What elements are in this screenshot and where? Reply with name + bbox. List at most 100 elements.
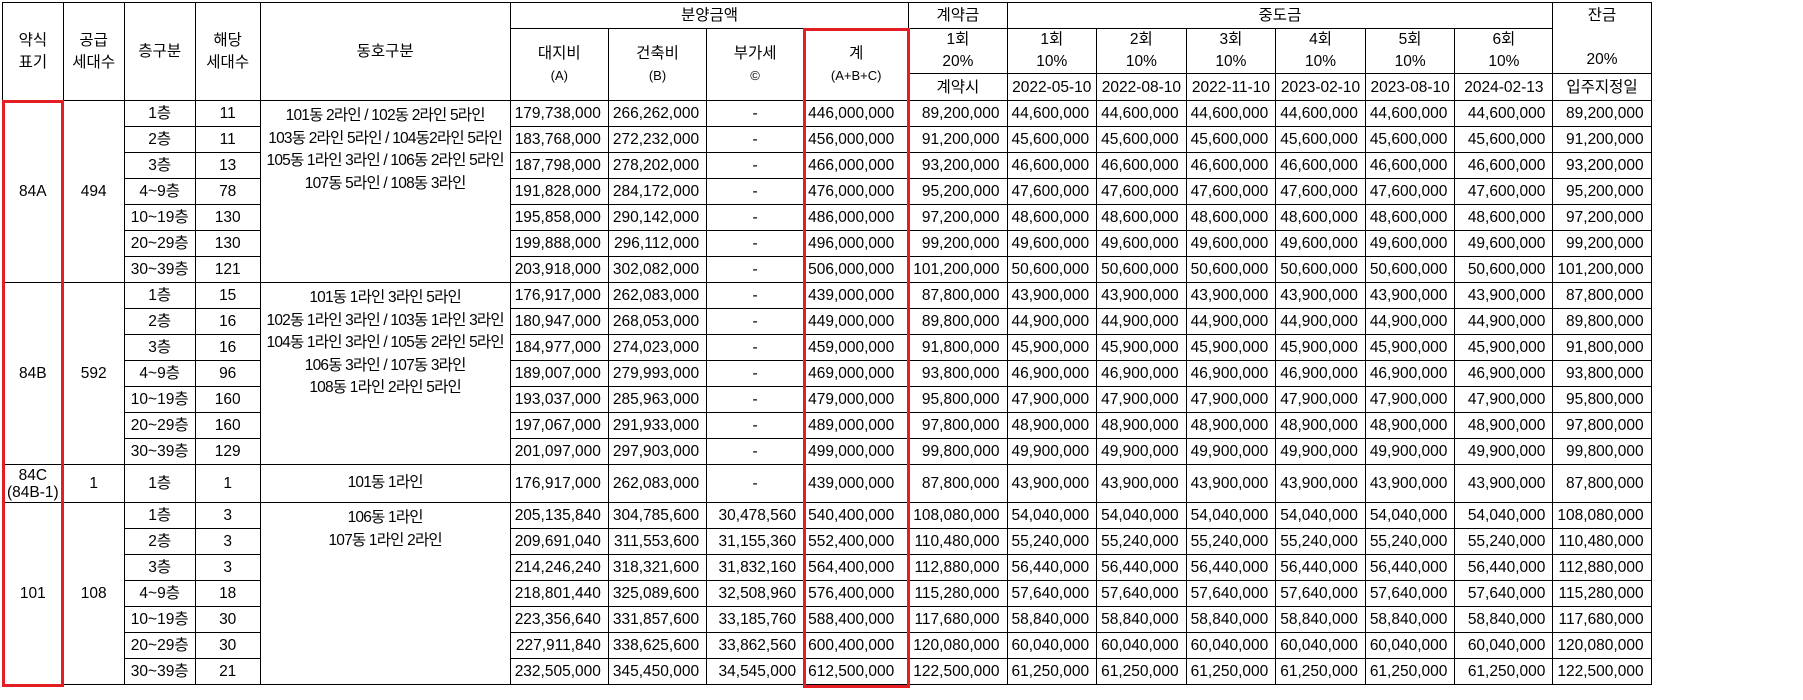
build-price: 272,232,000 bbox=[607, 126, 708, 153]
land-price: 195,858,000 bbox=[509, 204, 609, 231]
mid-payment-2: 45,900,000 bbox=[1096, 334, 1187, 361]
total-price: 466,000,000 bbox=[803, 152, 910, 179]
contract-payment: 112,880,000 bbox=[908, 554, 1008, 581]
unit-count: 130 bbox=[194, 230, 261, 257]
balance-payment: 95,200,000 bbox=[1552, 178, 1652, 205]
table-row: 10~19층 160 193,037,000 285,963,000-479,000,… bbox=[3, 386, 1652, 413]
land-price: 197,067,000 bbox=[509, 412, 609, 439]
balance-payment: 97,200,000 bbox=[1552, 204, 1652, 231]
contract-payment: 95,800,000 bbox=[908, 386, 1008, 413]
unit-count: 96 bbox=[194, 360, 261, 387]
mid-payment-4: 47,600,000 bbox=[1275, 178, 1366, 205]
header-balance: 잔금 20% bbox=[1552, 2, 1652, 74]
header-mid-group: 중도금 bbox=[1006, 2, 1554, 29]
land-price: 189,007,000 bbox=[509, 360, 609, 387]
mid-payment-3: 46,900,000 bbox=[1185, 360, 1277, 387]
unit-type-label: 84A bbox=[19, 183, 47, 200]
total-price: 476,000,000 bbox=[803, 178, 910, 205]
balance-payment: 87,800,000 bbox=[1552, 282, 1652, 309]
mid-payment-6: 56,440,000 bbox=[1454, 554, 1554, 581]
floor-range: 20~29층 bbox=[123, 412, 196, 439]
build-price: 279,993,000 bbox=[607, 360, 708, 387]
mid-payment-1: 60,040,000 bbox=[1006, 632, 1098, 659]
header-units: 해당 세대수 bbox=[194, 2, 261, 101]
mid-payment-5: 46,900,000 bbox=[1364, 360, 1456, 387]
mid-payment-3: 48,600,000 bbox=[1185, 204, 1277, 231]
mid-payment-5: 45,600,000 bbox=[1364, 126, 1456, 153]
balance-payment: 89,800,000 bbox=[1552, 308, 1652, 335]
mid-payment-6: 50,600,000 bbox=[1454, 256, 1554, 283]
dong-line: 101동 2라인 / 102동 2라인 5라인 bbox=[285, 107, 486, 124]
land-price: 179,738,000 bbox=[509, 100, 609, 127]
dong-line: 106동 1라인 bbox=[347, 509, 424, 526]
header-contract: 1회 20% bbox=[908, 28, 1008, 74]
build-price: 274,023,000 bbox=[607, 334, 708, 361]
vat-price: 34,545,000 bbox=[706, 658, 805, 685]
unit-type: 84A bbox=[2, 100, 64, 283]
mid-payment-4: 54,040,000 bbox=[1275, 502, 1366, 529]
mid-payment-3: 54,040,000 bbox=[1185, 502, 1277, 529]
table-row: 4~9층 96 189,007,000 279,993,000-469,000,000… bbox=[3, 360, 1652, 387]
header-price-group: 분양금액 bbox=[509, 2, 910, 29]
mid-payment-1: 46,600,000 bbox=[1006, 152, 1098, 179]
mid-payment-5: 44,900,000 bbox=[1364, 308, 1456, 335]
mid-payment-2: 48,900,000 bbox=[1096, 412, 1187, 439]
mid-payment-4: 49,900,000 bbox=[1275, 438, 1366, 465]
land-price: 227,911,840 bbox=[509, 632, 609, 659]
header-mid-6-date: 2024-02-13 bbox=[1454, 73, 1554, 101]
mid-payment-3: 43,900,000 bbox=[1185, 282, 1277, 309]
land-price: 180,947,000 bbox=[509, 308, 609, 335]
mid-payment-6: 58,840,000 bbox=[1454, 606, 1554, 633]
mid-payment-3: 56,440,000 bbox=[1185, 554, 1277, 581]
balance-payment: 110,480,000 bbox=[1552, 528, 1652, 555]
unit-count: 78 bbox=[194, 178, 261, 205]
balance-payment: 122,500,000 bbox=[1552, 658, 1652, 685]
table-row: 2층 11 183,768,000 272,232,000-456,000,000 91… bbox=[3, 126, 1652, 153]
mid-payment-6: 43,900,000 bbox=[1454, 282, 1554, 309]
build-price: 296,112,000 bbox=[607, 230, 708, 257]
header-balance-date: 입주지정일 bbox=[1552, 73, 1652, 101]
floor-range: 2층 bbox=[123, 308, 196, 335]
total-price: 576,400,000 bbox=[803, 580, 910, 607]
land-price: 191,828,000 bbox=[509, 178, 609, 205]
vat-price: - bbox=[706, 256, 805, 283]
header-mid-5: 5회 10% bbox=[1364, 28, 1456, 74]
floor-range: 1층 bbox=[123, 502, 196, 529]
build-price: 304,785,600 bbox=[607, 502, 708, 529]
unit-type: 84B bbox=[2, 282, 64, 465]
build-price: 311,553,600 bbox=[607, 528, 708, 555]
unit-type-label: 101 bbox=[19, 585, 46, 602]
mid-payment-2: 57,640,000 bbox=[1096, 580, 1187, 607]
build-price: 338,625,600 bbox=[607, 632, 708, 659]
build-price: 291,933,000 bbox=[607, 412, 708, 439]
header-vat: 부가세 © bbox=[706, 28, 805, 101]
balance-payment: 115,280,000 bbox=[1552, 580, 1652, 607]
land-price: 184,977,000 bbox=[509, 334, 609, 361]
mid-payment-6: 61,250,000 bbox=[1454, 658, 1554, 685]
floor-range: 20~29층 bbox=[123, 632, 196, 659]
land-price: 176,917,000 bbox=[509, 464, 609, 503]
mid-payment-2: 44,600,000 bbox=[1096, 100, 1187, 127]
land-price: 209,691,040 bbox=[509, 528, 609, 555]
build-price: 262,083,000 bbox=[607, 464, 708, 503]
mid-payment-5: 55,240,000 bbox=[1364, 528, 1456, 555]
unit-count: 3 bbox=[194, 502, 261, 529]
header-contract-group: 계약금 bbox=[908, 2, 1008, 29]
dong-line: 107동 5라인 / 108동 3라인 bbox=[304, 174, 467, 192]
unit-count: 16 bbox=[194, 308, 261, 335]
floor-range: 3층 bbox=[123, 554, 196, 581]
mid-payment-1: 43,900,000 bbox=[1006, 282, 1098, 309]
mid-payment-4: 58,840,000 bbox=[1275, 606, 1366, 633]
table-row: 4~9층 78 191,828,000 284,172,000-476,000,000… bbox=[3, 178, 1652, 205]
total-price: 446,000,000 bbox=[803, 100, 910, 127]
mid-payment-3: 44,900,000 bbox=[1185, 308, 1277, 335]
mid-payment-1: 43,900,000 bbox=[1006, 464, 1098, 503]
mid-payment-2: 47,900,000 bbox=[1096, 386, 1187, 413]
mid-payment-3: 55,240,000 bbox=[1185, 528, 1277, 555]
mid-payment-6: 48,600,000 bbox=[1454, 204, 1554, 231]
floor-range: 30~39층 bbox=[123, 256, 196, 283]
mid-payment-2: 43,900,000 bbox=[1096, 464, 1187, 503]
table-row: 10~19층 130 195,858,000 290,142,000-486,000,… bbox=[3, 204, 1652, 231]
land-price: 201,097,000 bbox=[509, 438, 609, 465]
table-row: 84B 592 1층 15 101동 1라인 3라인 5라인 102동 1라인 3라인 /… bbox=[2, 282, 1652, 465]
